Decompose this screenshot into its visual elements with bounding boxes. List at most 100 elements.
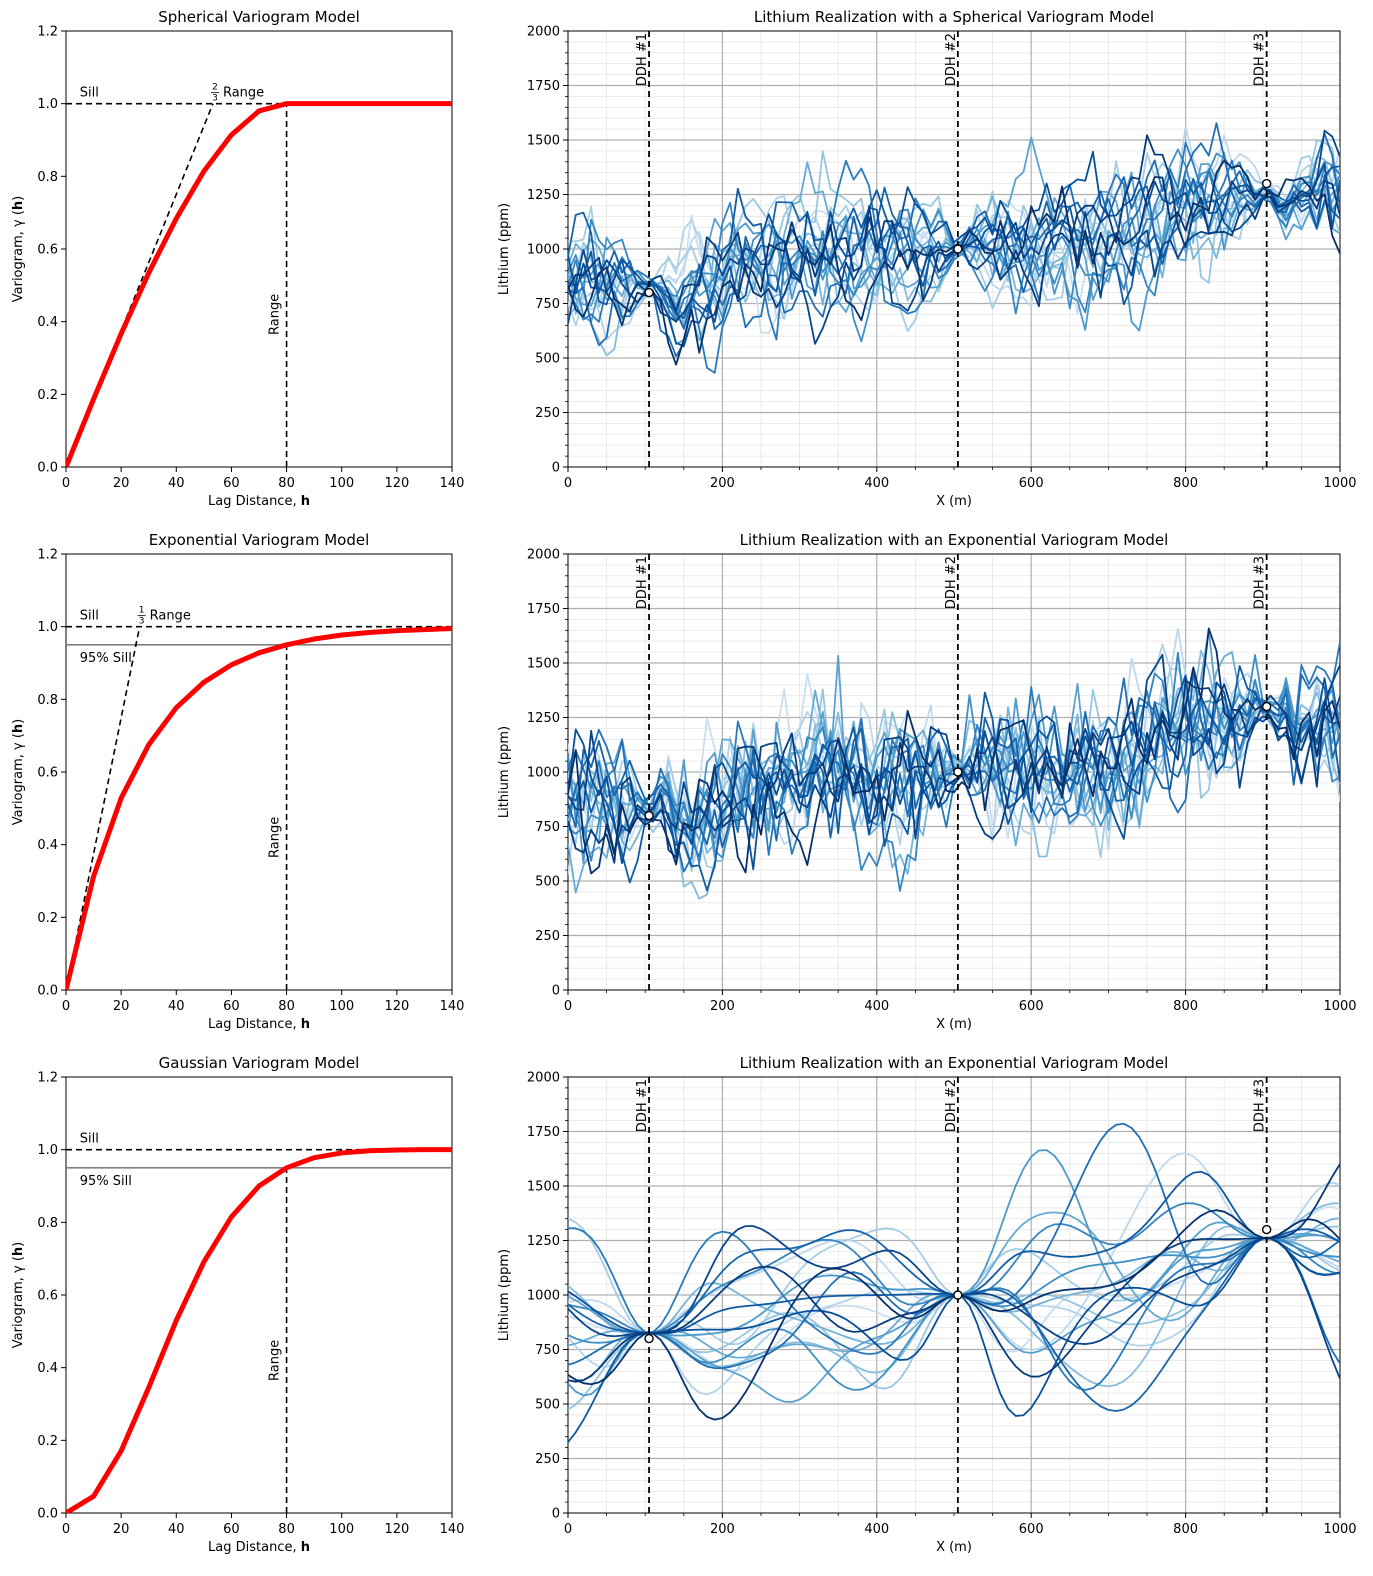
sill95-label: 95% Sill xyxy=(80,1174,132,1189)
y-tick-label: 1500 xyxy=(527,657,560,672)
x-tick-label: 100 xyxy=(329,1522,354,1537)
y-axis-label: Lithium (ppm) xyxy=(497,726,512,818)
x-tick-label: 400 xyxy=(864,1522,889,1537)
fraction-denominator: 3 xyxy=(139,617,145,627)
fraction-numerator: 1 xyxy=(139,606,145,616)
y-tick-label: 250 xyxy=(535,1452,560,1467)
realization-line xyxy=(568,649,1340,900)
chart-title: Lithium Realization with a Spherical Var… xyxy=(754,8,1154,26)
plot-area xyxy=(66,625,452,990)
y-axis-label: Lithium (ppm) xyxy=(497,203,512,295)
y-tick-label: 1750 xyxy=(527,79,560,94)
drillhole-label: DDH #3 xyxy=(1253,33,1268,86)
tangent-range-label: Range xyxy=(223,86,264,101)
plot-area xyxy=(66,101,452,467)
drillhole-sample-marker xyxy=(953,1290,963,1300)
x-axis-label: X (m) xyxy=(936,1017,972,1032)
plot-frame xyxy=(65,553,453,991)
x-tick-label: 400 xyxy=(864,999,889,1014)
chart-5: 0 200 400 600 800 1000 0 250 500 750 1000 1250 1500 1… xyxy=(497,1054,1357,1555)
y-tick-label: 0 xyxy=(552,984,560,999)
y-tick-label: 1.0 xyxy=(37,620,58,635)
y-axis-label: Variogram, γ (h) xyxy=(11,719,26,826)
chart-title: Gaussian Variogram Model xyxy=(159,1054,360,1072)
range-label: Range xyxy=(268,294,283,335)
drillhole-label: DDH #3 xyxy=(1253,556,1268,609)
y-tick-label: 2000 xyxy=(527,548,560,563)
drillhole-sample-marker xyxy=(644,1333,654,1344)
drillhole-label: DDH #2 xyxy=(944,1079,959,1132)
y-tick-label: 500 xyxy=(535,1398,560,1413)
x-axis-label: X (m) xyxy=(936,494,972,509)
y-tick-label: 0.6 xyxy=(37,1289,58,1304)
y-tick-label: 1000 xyxy=(527,1289,560,1304)
realization-line xyxy=(568,150,1340,348)
chart-title: Lithium Realization with an Exponential … xyxy=(740,1054,1169,1072)
sill95-label: 95% Sill xyxy=(80,651,132,666)
x-tick-label: 120 xyxy=(384,476,409,491)
x-tick-label: 0 xyxy=(564,1522,572,1537)
y-tick-label: 1250 xyxy=(527,711,560,726)
y-tick-label: 0.8 xyxy=(37,1216,58,1231)
x-tick-label: 200 xyxy=(710,1522,735,1537)
x-tick-label: 120 xyxy=(384,999,409,1014)
y-tick-label: 1.0 xyxy=(37,97,58,112)
chart-4: 0 200 400 600 800 1000 0 250 500 750 1000 1250 1500 1… xyxy=(497,531,1357,1032)
x-tick-label: 100 xyxy=(329,476,354,491)
y-tick-label: 750 xyxy=(535,297,560,312)
y-tick-label: 0.0 xyxy=(37,461,58,476)
tangent-fraction-label: 13 Range xyxy=(137,606,191,627)
y-tick-label: 1000 xyxy=(527,766,560,781)
y-tick-label: 0.2 xyxy=(37,1434,58,1449)
sill-label: Sill xyxy=(80,1132,99,1147)
y-tick-label: 0 xyxy=(552,1507,560,1522)
x-tick-label: 600 xyxy=(1019,1522,1044,1537)
realization-line xyxy=(568,627,1340,875)
variogram-model-curve xyxy=(66,1147,452,1513)
y-tick-label: 1250 xyxy=(527,188,560,203)
x-tick-label: 0 xyxy=(564,476,572,491)
x-tick-label: 0 xyxy=(62,476,70,491)
chart-1: 0 20 40 60 80 100 120 140 0.0 0.2 0.4 0.6 0.8 1.0 1.2 E… xyxy=(11,531,464,1032)
y-tick-label: 750 xyxy=(535,820,560,835)
y-tick-label: 0.2 xyxy=(37,388,58,403)
x-tick-label: 80 xyxy=(278,476,295,491)
y-tick-label: 1500 xyxy=(527,1180,560,1195)
x-tick-label: 80 xyxy=(278,1522,295,1537)
x-tick-label: 100 xyxy=(329,999,354,1014)
y-tick-label: 500 xyxy=(535,875,560,890)
y-tick-label: 0.4 xyxy=(37,838,58,853)
y-tick-label: 750 xyxy=(535,1343,560,1358)
x-tick-label: 40 xyxy=(168,1522,185,1537)
y-tick-label: 0 xyxy=(552,461,560,476)
x-tick-label: 1000 xyxy=(1323,1522,1356,1537)
y-axis-label: Variogram, γ (h) xyxy=(11,196,26,303)
y-tick-label: 0.0 xyxy=(37,1507,58,1522)
x-tick-label: 60 xyxy=(223,999,240,1014)
y-tick-label: 0.8 xyxy=(37,170,58,185)
x-tick-label: 20 xyxy=(113,999,130,1014)
x-axis-label: X (m) xyxy=(936,1540,972,1555)
x-tick-label: 20 xyxy=(113,476,130,491)
drillhole-label: DDH #3 xyxy=(1253,1079,1268,1132)
x-tick-label: 800 xyxy=(1173,1522,1198,1537)
y-tick-label: 250 xyxy=(535,929,560,944)
y-tick-label: 0.4 xyxy=(37,315,58,330)
tangent-fraction-label: 23 Range xyxy=(210,83,264,104)
drillhole-label: DDH #1 xyxy=(635,33,650,86)
x-axis-label: Lag Distance, h xyxy=(208,1540,310,1555)
x-tick-label: 0 xyxy=(62,999,70,1014)
chart-0: 0 20 40 60 80 100 120 140 0.0 0.2 0.4 0.6 0.8 1.0 1.2 S… xyxy=(11,8,464,509)
x-tick-label: 200 xyxy=(710,476,735,491)
drillhole-label: DDH #1 xyxy=(635,556,650,609)
chart-title: Spherical Variogram Model xyxy=(158,8,360,26)
x-axis-label: Lag Distance, h xyxy=(208,1017,310,1032)
drillhole-label: DDH #2 xyxy=(944,556,959,609)
plot-area xyxy=(66,1147,452,1513)
x-tick-label: 140 xyxy=(440,476,465,491)
realization-line xyxy=(568,679,1340,864)
sill-label: Sill xyxy=(80,86,99,101)
range-label: Range xyxy=(268,1340,283,1381)
x-tick-label: 40 xyxy=(168,476,185,491)
